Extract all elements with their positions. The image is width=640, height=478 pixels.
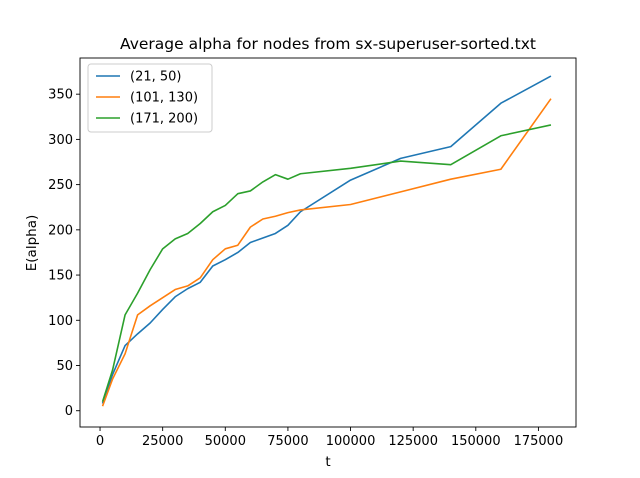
plot-area: 0 25000 50000 75000 100000 125000 150000 175000… [48, 57, 577, 449]
axes-frame [79, 57, 577, 428]
x-tick-label: 100000 [326, 434, 376, 449]
y-tick-label: 350 [48, 88, 73, 103]
series-line-1 [101, 75, 552, 404]
x-tick-label: 75000 [267, 434, 308, 449]
x-tick-label: 175000 [514, 434, 564, 449]
y-tick-label: 100 [48, 314, 73, 329]
x-tick-label: 25000 [142, 434, 183, 449]
y-tick-label: 200 [48, 223, 73, 238]
legend: (21, 50) (101, 130) (171, 200) [87, 63, 213, 133]
x-axis-label: t [325, 454, 330, 470]
y-axis-label: E(alpha) [24, 215, 40, 272]
x-tick-label: 150000 [451, 434, 501, 449]
y-tick-label: 50 [56, 359, 73, 374]
x-tick-label: 125000 [388, 434, 438, 449]
series-line-3 [101, 124, 552, 402]
y-tick-label: 300 [48, 133, 73, 148]
legend-box [87, 63, 213, 133]
y-tick-label: 150 [48, 269, 73, 284]
series-line-2 [101, 98, 552, 407]
x-tick-label: 0 [96, 434, 104, 449]
legend-label-3: (171, 200) [130, 112, 198, 127]
legend-label-1: (21, 50) [130, 70, 182, 85]
y-tick-label: 250 [48, 178, 73, 193]
x-tick-label: 50000 [205, 434, 246, 449]
y-tick-label: 0 [65, 404, 73, 419]
legend-label-2: (101, 130) [130, 91, 198, 106]
chart-title: Average alpha for nodes from sx-superuse… [120, 35, 536, 53]
